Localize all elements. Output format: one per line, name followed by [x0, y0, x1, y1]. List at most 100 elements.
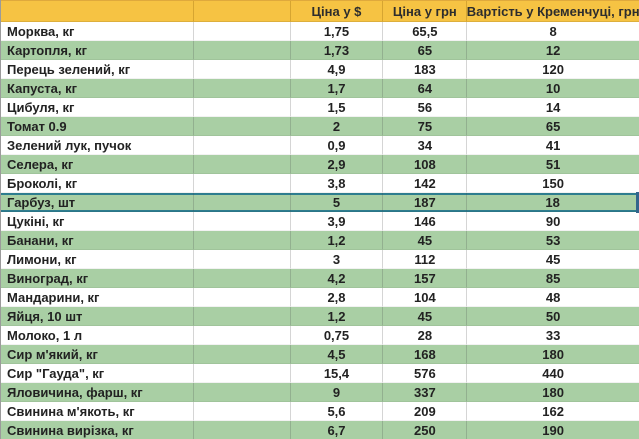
cell-empty[interactable] — [193, 269, 291, 288]
cell-uah[interactable]: 28 — [383, 326, 468, 345]
cell-kremenchuk[interactable]: 53 — [467, 231, 639, 250]
cell-usd[interactable]: 5 — [290, 193, 384, 212]
cell-kremenchuk[interactable]: 120 — [467, 60, 639, 79]
cell-kremenchuk[interactable]: 48 — [467, 288, 639, 307]
header-cell-uah[interactable]: Ціна у грн — [383, 1, 468, 22]
cell-empty[interactable] — [193, 288, 291, 307]
cell-empty[interactable] — [193, 136, 291, 155]
cell-uah[interactable]: 45 — [383, 231, 468, 250]
cell-uah[interactable]: 183 — [383, 60, 468, 79]
cell-empty[interactable] — [193, 155, 291, 174]
cell-product-name[interactable]: Лимони, кг — [1, 250, 194, 269]
cell-empty[interactable] — [193, 22, 291, 41]
cell-empty[interactable] — [193, 41, 291, 60]
cell-product-name[interactable]: Перець зелений, кг — [1, 60, 194, 79]
cell-usd[interactable]: 1,2 — [290, 231, 384, 250]
cell-product-name[interactable]: Зелений лук, пучок — [1, 136, 194, 155]
header-cell-spacer[interactable] — [193, 1, 291, 22]
cell-usd[interactable]: 3,9 — [290, 212, 384, 231]
cell-usd[interactable]: 6,7 — [291, 421, 384, 439]
cell-usd[interactable]: 1,7 — [290, 79, 384, 98]
cell-kremenchuk[interactable]: 90 — [467, 212, 639, 231]
cell-usd[interactable]: 9 — [290, 383, 384, 402]
cell-product-name[interactable]: Сир "Гауда", кг — [1, 364, 194, 383]
cell-uah[interactable]: 157 — [383, 269, 468, 288]
cell-uah[interactable]: 112 — [383, 250, 468, 269]
cell-empty[interactable] — [193, 250, 291, 269]
cell-product-name[interactable]: Яйця, 10 шт — [1, 307, 194, 326]
cell-kremenchuk[interactable]: 41 — [467, 136, 639, 155]
cell-product-name[interactable]: Молоко, 1 л — [1, 326, 194, 345]
cell-uah[interactable]: 250 — [383, 421, 468, 439]
cell-usd[interactable]: 0,75 — [290, 326, 384, 345]
cell-uah[interactable]: 64 — [383, 79, 468, 98]
cell-uah[interactable]: 209 — [383, 402, 468, 421]
cell-usd[interactable]: 2 — [290, 117, 384, 136]
cell-empty[interactable] — [193, 98, 291, 117]
cell-empty[interactable] — [193, 79, 291, 98]
cell-usd[interactable]: 3,8 — [290, 174, 384, 193]
cell-kremenchuk[interactable]: 8 — [467, 22, 639, 41]
cell-product-name[interactable]: Капуста, кг — [1, 79, 194, 98]
header-cell-kremenchuk[interactable]: Вартість у Кременчуці, грн — [467, 1, 639, 22]
cell-product-name[interactable]: Виноград, кг — [1, 269, 194, 288]
cell-product-name[interactable]: Цукіні, кг — [1, 212, 194, 231]
cell-kremenchuk[interactable]: 18 — [467, 193, 639, 212]
cell-product-name[interactable]: Свинина вирізка, кг — [1, 421, 194, 439]
cell-product-name[interactable]: Картопля, кг — [1, 41, 194, 60]
cell-uah[interactable]: 104 — [383, 288, 468, 307]
cell-kremenchuk[interactable]: 51 — [467, 155, 639, 174]
header-cell-name[interactable] — [1, 1, 194, 22]
cell-uah[interactable]: 56 — [383, 98, 468, 117]
cell-kremenchuk[interactable]: 45 — [467, 250, 639, 269]
cell-product-name[interactable]: Мандарини, кг — [1, 288, 194, 307]
cell-uah[interactable]: 65,5 — [383, 22, 468, 41]
cell-uah[interactable]: 75 — [383, 117, 468, 136]
cell-uah[interactable]: 187 — [383, 193, 468, 212]
cell-usd[interactable]: 4,9 — [290, 60, 384, 79]
cell-usd[interactable]: 2,9 — [290, 155, 384, 174]
cell-kremenchuk[interactable]: 12 — [467, 41, 639, 60]
cell-product-name[interactable]: Морква, кг — [1, 22, 194, 41]
cell-usd[interactable]: 1,75 — [290, 22, 384, 41]
cell-empty[interactable] — [193, 345, 291, 364]
cell-empty[interactable] — [193, 117, 291, 136]
cell-usd[interactable]: 0,9 — [290, 136, 384, 155]
cell-uah[interactable]: 108 — [383, 155, 468, 174]
cell-empty[interactable] — [193, 383, 291, 402]
cell-uah[interactable]: 168 — [383, 345, 468, 364]
cell-empty[interactable] — [193, 174, 291, 193]
cell-uah[interactable]: 65 — [383, 41, 468, 60]
cell-kremenchuk[interactable]: 50 — [467, 307, 639, 326]
cell-usd[interactable]: 1,5 — [290, 98, 384, 117]
cell-usd[interactable]: 5,6 — [290, 402, 384, 421]
cell-kremenchuk[interactable]: 162 — [467, 402, 639, 421]
cell-product-name[interactable]: Селера, кг — [1, 155, 194, 174]
cell-product-name[interactable]: Гарбуз, шт — [1, 193, 194, 212]
cell-empty[interactable] — [193, 193, 291, 212]
cell-usd[interactable]: 4,5 — [290, 345, 384, 364]
cell-empty[interactable] — [194, 421, 291, 439]
cell-kremenchuk[interactable]: 33 — [467, 326, 639, 345]
cell-empty[interactable] — [193, 326, 291, 345]
cell-product-name[interactable]: Цибуля, кг — [1, 98, 194, 117]
cell-usd[interactable]: 4,2 — [290, 269, 384, 288]
cell-empty[interactable] — [193, 60, 291, 79]
cell-product-name[interactable]: Яловичина, фарш, кг — [1, 383, 194, 402]
cell-product-name[interactable]: Сир м'який, кг — [1, 345, 194, 364]
cell-empty[interactable] — [193, 231, 291, 250]
cell-uah[interactable]: 576 — [383, 364, 468, 383]
cell-usd[interactable]: 3 — [290, 250, 384, 269]
cell-product-name[interactable]: Томат 0.9 — [1, 117, 194, 136]
cell-usd[interactable]: 1,73 — [290, 41, 384, 60]
cell-kremenchuk[interactable]: 180 — [467, 383, 639, 402]
cell-uah[interactable]: 146 — [383, 212, 468, 231]
cell-uah[interactable]: 45 — [383, 307, 468, 326]
cell-product-name[interactable]: Банани, кг — [1, 231, 194, 250]
cell-kremenchuk[interactable]: 150 — [467, 174, 639, 193]
cell-product-name[interactable]: Свинина м'якоть, кг — [1, 402, 194, 421]
cell-usd[interactable]: 1,2 — [290, 307, 384, 326]
cell-kremenchuk[interactable]: 190 — [467, 421, 639, 439]
cell-kremenchuk[interactable]: 180 — [467, 345, 639, 364]
cell-kremenchuk[interactable]: 14 — [467, 98, 639, 117]
